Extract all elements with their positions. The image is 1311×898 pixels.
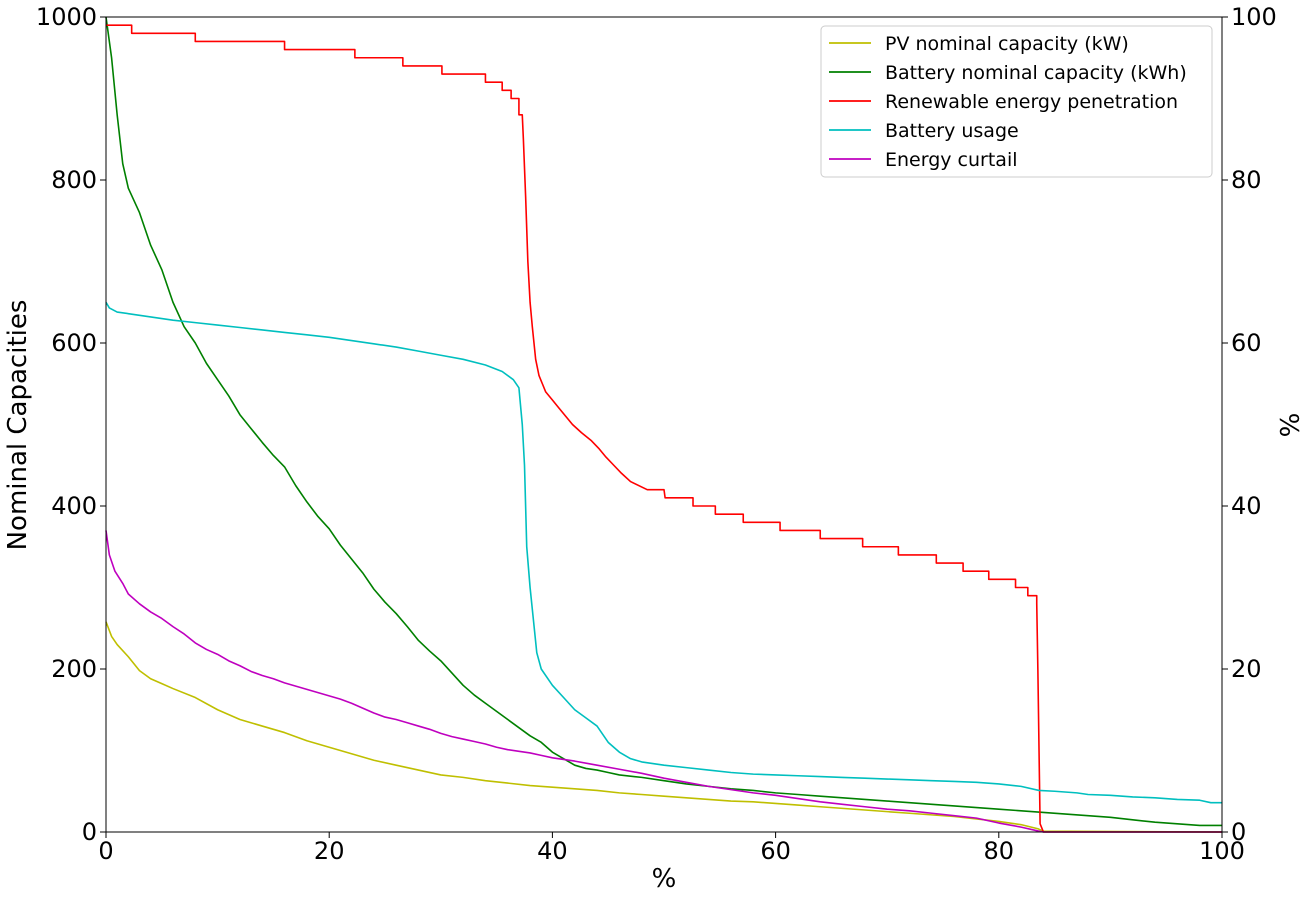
right-y-tick-label: 100	[1231, 3, 1277, 31]
left-y-axis-title: Nominal Capacities	[3, 300, 33, 551]
x-tick-label: 20	[314, 837, 345, 865]
left-y-tick-label: 800	[51, 166, 97, 194]
legend-label: Battery nominal capacity (kWh)	[885, 62, 1187, 84]
series-layer	[105, 16, 1223, 833]
x-tick-label: 100	[1199, 837, 1245, 865]
series-line-4	[105, 301, 1222, 804]
left-y-tick-label: 400	[51, 492, 97, 520]
legend-label: Energy curtail	[885, 149, 1018, 171]
right-y-tick-label: 40	[1231, 492, 1262, 520]
right-y-tick-label: 20	[1231, 655, 1262, 683]
left-y-tick-label: 600	[51, 329, 97, 357]
right-y-tick-label: 60	[1231, 329, 1262, 357]
left-y-tick-label: 200	[51, 655, 97, 683]
series-line-2	[105, 16, 1222, 827]
legend-label: Battery usage	[885, 120, 1019, 142]
left-y-tick-label: 1000	[36, 3, 97, 31]
left-y-tick-label: 0	[82, 818, 97, 846]
legend-label: Renewable energy penetration	[885, 91, 1178, 113]
series-line-5	[105, 530, 1222, 833]
series-line-3	[106, 24, 1222, 833]
x-tick-label: 60	[760, 837, 791, 865]
right-y-tick-label: 80	[1231, 166, 1262, 194]
plot-frame	[105, 16, 1223, 833]
legend: PV nominal capacity (kW) Battery nominal …	[820, 25, 1213, 178]
x-tick-label: 40	[537, 837, 568, 865]
series-line-1	[105, 621, 1223, 833]
legend-label: PV nominal capacity (kW)	[885, 33, 1129, 55]
x-axis-title: %	[652, 864, 677, 894]
right-y-axis-title: %	[1276, 413, 1306, 438]
right-y-tick-label: 0	[1231, 818, 1246, 846]
x-tick-label: 80	[984, 837, 1015, 865]
x-tick-label: 0	[98, 837, 113, 865]
legend-box	[820, 25, 1213, 178]
axes-layer: 0 20 40 60 80 1000200400600800100002040608010…	[36, 3, 1277, 865]
